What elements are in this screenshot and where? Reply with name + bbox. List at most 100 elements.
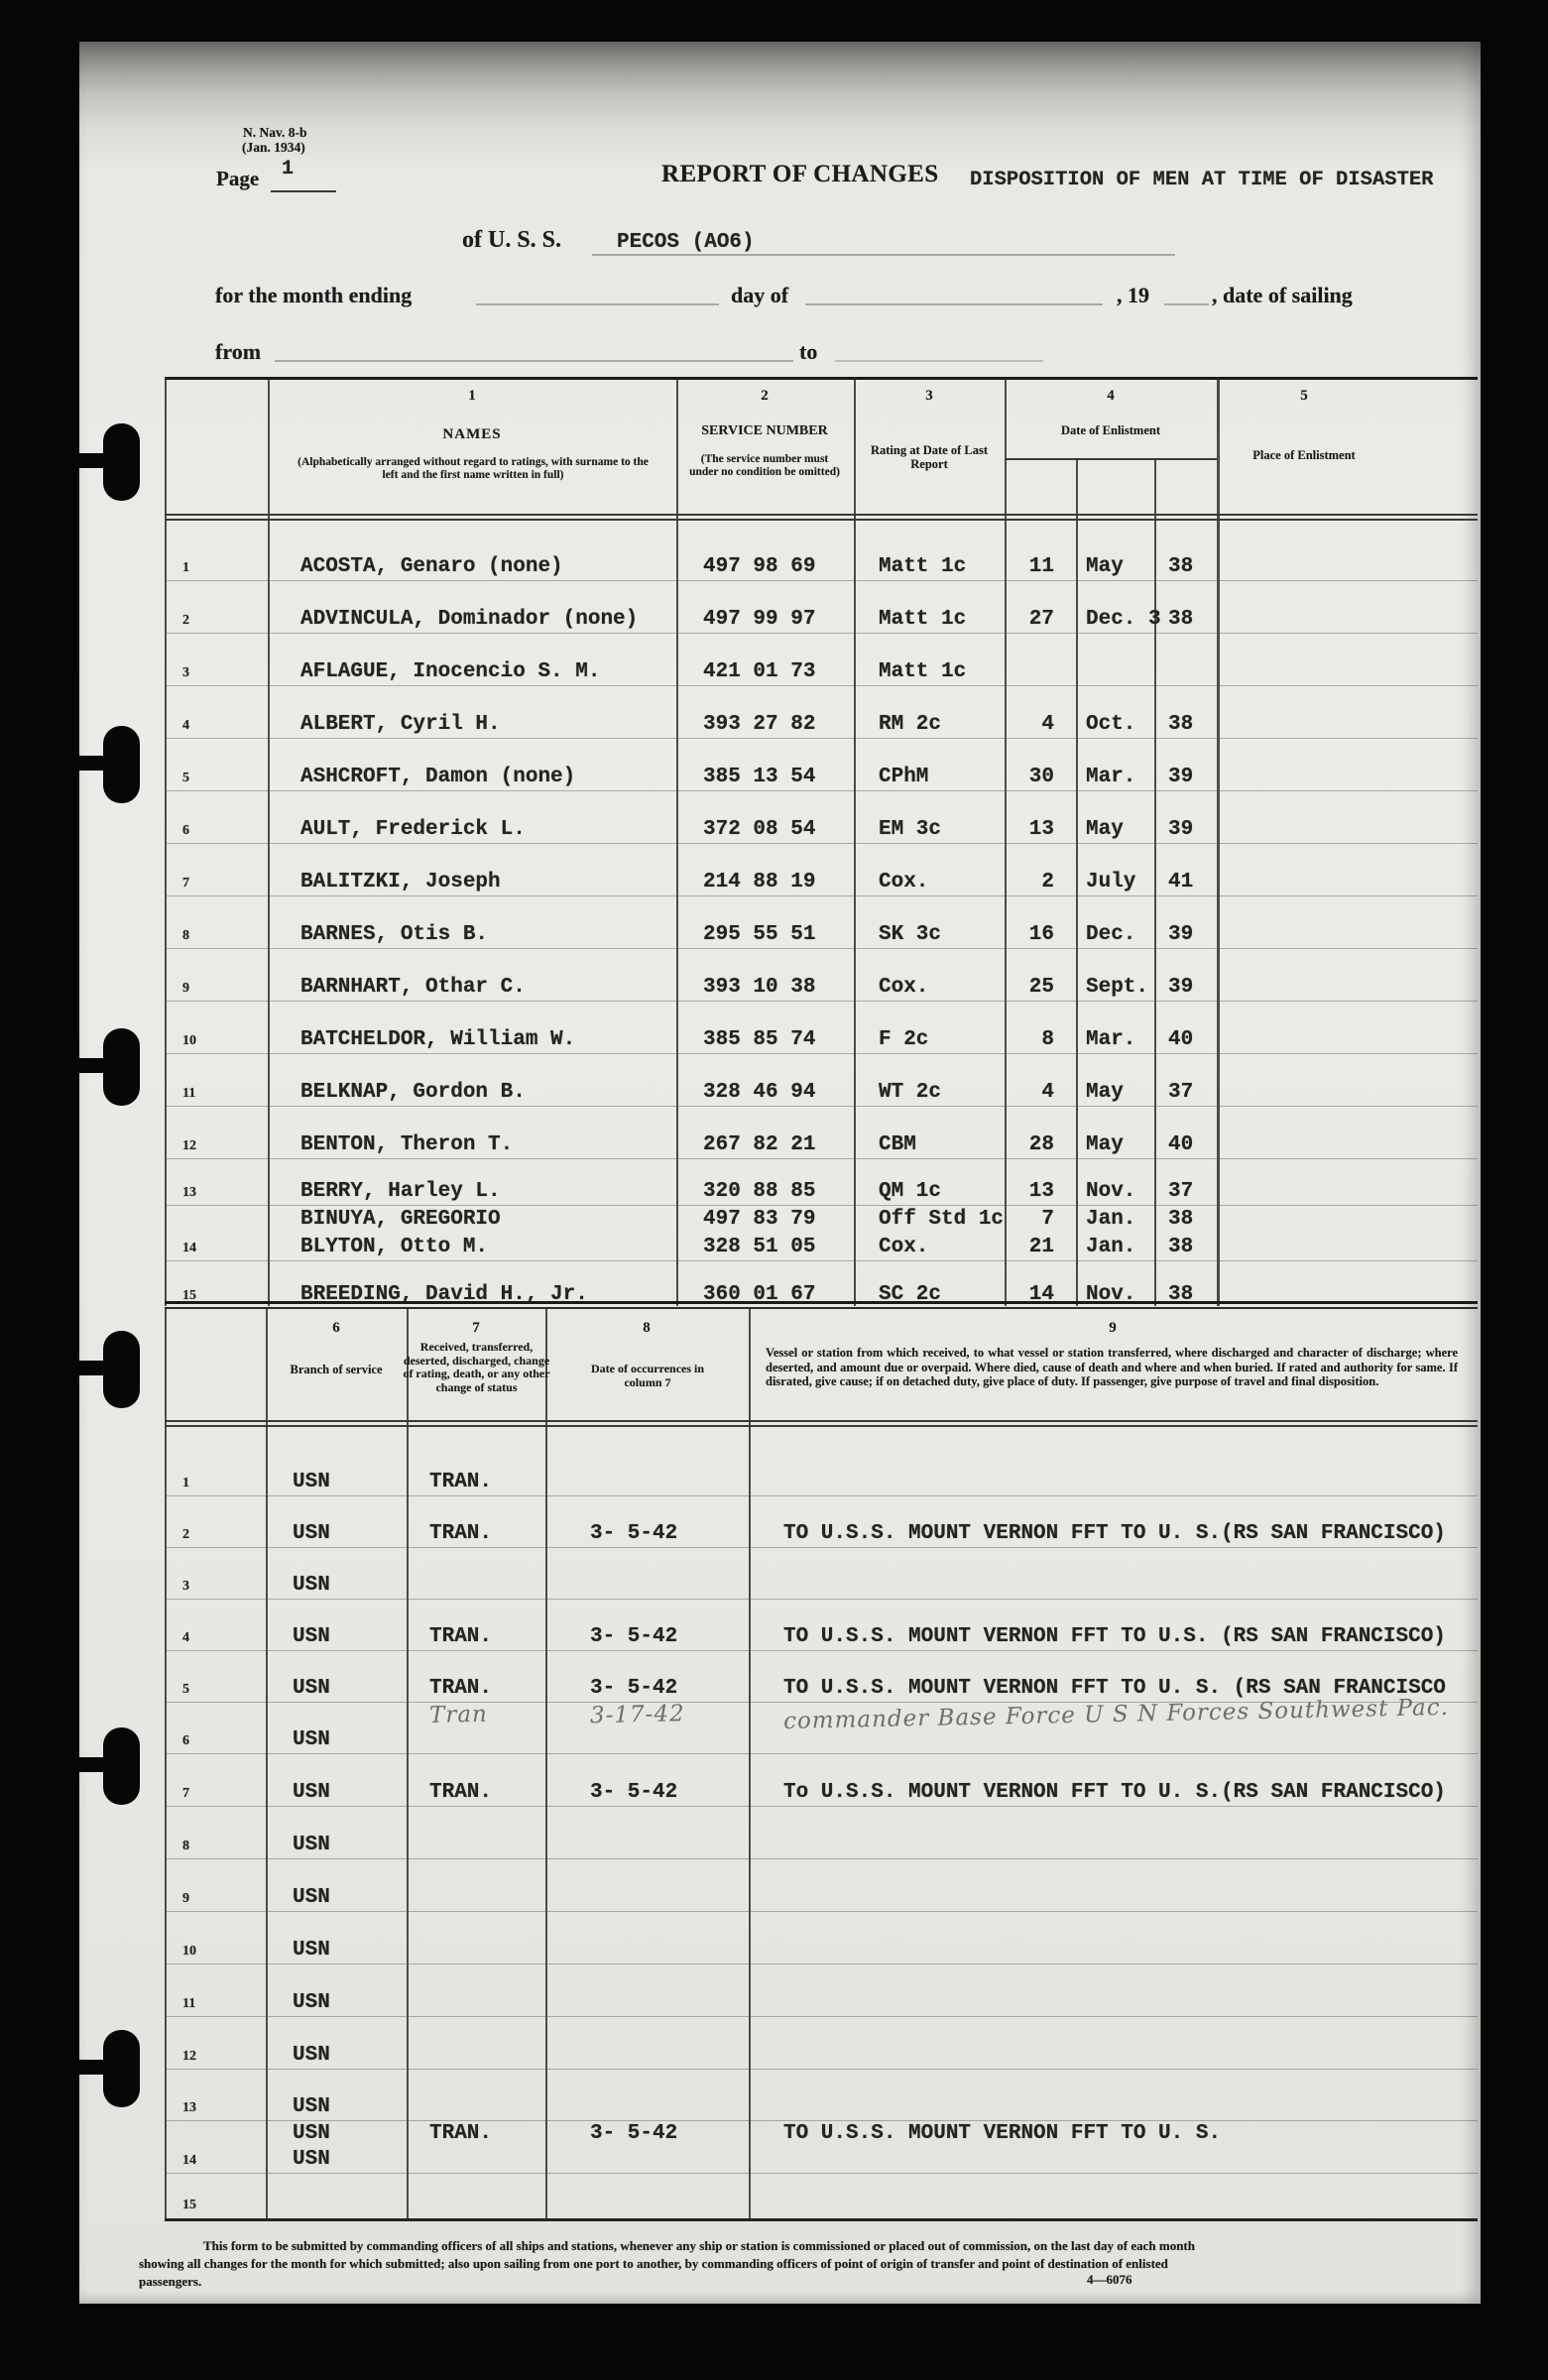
- name-cell: AFLAGUE, Inocencio S. M.: [300, 660, 601, 683]
- service-cell: 385 13 54: [703, 766, 816, 788]
- service-cell: 267 82 21: [703, 1133, 816, 1156]
- table2-line-date: [749, 1309, 751, 2220]
- change-cell: [407, 1598, 545, 1599]
- table1-line-service: [854, 377, 856, 1306]
- date-cell: 3- 5-42: [590, 2122, 678, 2145]
- change-cell: TRAN.: [429, 1522, 493, 1545]
- vessel-cell: [749, 1752, 1478, 1753]
- rating-cell: CBM: [879, 1133, 916, 1156]
- month-cell: May: [1086, 555, 1124, 578]
- name-cell: BERRY, Harley L.: [300, 1180, 501, 1203]
- muster-row: 2 ADVINCULA, Dominador (none) 497 99 97 Mat…: [165, 603, 1478, 634]
- year-blank: [1164, 303, 1209, 305]
- year-cell: [1154, 684, 1217, 685]
- muster-row: 10 BATCHELDOR, William W. 385 85 74 F 2c 8 Ma…: [165, 1023, 1478, 1054]
- name-cell: BREEDING, David H., Jr.: [300, 1283, 588, 1306]
- footer-note-line3: passengers.: [139, 2274, 202, 2289]
- year-cell: 38: [1168, 555, 1194, 578]
- binder-clip: [75, 1028, 140, 1106]
- date-cell: [545, 1752, 749, 1753]
- row-number: 11: [182, 1086, 196, 1101]
- name-cell: BALITZKI, Joseph: [300, 871, 501, 893]
- date-cell: 3- 5-42: [590, 1625, 678, 1648]
- rating-cell: QM 1c: [879, 1180, 942, 1203]
- table2-left-border: [165, 1309, 167, 2220]
- service-cell: 497 83 79: [703, 1208, 816, 1231]
- service-cell: 320 88 85: [703, 1180, 816, 1203]
- year-cell: 40: [1168, 1028, 1194, 1051]
- muster-row: 11 BELKNAP, Gordon B. 328 46 94 WT 2c 4 May 37: [165, 1076, 1478, 1107]
- changes-row: 14 USN: [165, 2143, 1478, 2174]
- service-cell: 214 88 19: [703, 871, 816, 893]
- place-cell: [1217, 1105, 1478, 1106]
- paper-sheet: [79, 42, 1481, 2304]
- enlist-subline-1: [1076, 460, 1078, 1306]
- branch-cell: USN: [293, 1834, 330, 1856]
- rating-cell: SK 3c: [879, 923, 942, 946]
- year-cell: 38: [1168, 1283, 1194, 1306]
- row-number: 1: [182, 560, 189, 575]
- muster-row: 14 BLYTON, Otto M. 328 51 05 Cox. 21 Jan. 38: [165, 1231, 1478, 1261]
- table2-top-border: [165, 1307, 1478, 1309]
- name-cell: BLYTON, Otto M.: [300, 1236, 489, 1258]
- branch-cell: USN: [293, 1991, 330, 2014]
- changes-row: 15: [165, 2192, 1478, 2217]
- day-cell: 28: [1028, 1133, 1054, 1156]
- month-cell: [1076, 684, 1154, 685]
- name-cell: ADVINCULA, Dominador (none): [300, 608, 639, 631]
- page-underline: [271, 190, 336, 192]
- place-cell: [1217, 1000, 1478, 1001]
- changes-row-inserted: USN TRAN. 3- 5-42 TO U.S.S. MOUNT VERNON FF…: [165, 2117, 1478, 2147]
- date-cell: [545, 2015, 749, 2016]
- month-cell: Dec. 3: [1086, 608, 1161, 631]
- form-date: (Jan. 1934): [242, 140, 305, 155]
- row-number: 8: [182, 928, 189, 943]
- muster-row: 1 ACOSTA, Genaro (none) 497 98 69 Matt 1c 11…: [165, 550, 1478, 581]
- rating-cell: F 2c: [879, 1028, 929, 1051]
- row-number: 14: [182, 2153, 196, 2168]
- row-number: 12: [182, 2049, 196, 2064]
- month-cell: Nov.: [1086, 1283, 1136, 1306]
- month-cell: Dec.: [1086, 923, 1136, 946]
- change-cell: [407, 2068, 545, 2069]
- row-number: 3: [182, 665, 189, 680]
- rating-cell: RM 2c: [879, 713, 942, 736]
- table2-line-branch: [407, 1309, 409, 2220]
- change-cell: TRAN.: [429, 1471, 493, 1493]
- row-number: 9: [182, 981, 189, 996]
- date-cell: [545, 1857, 749, 1858]
- service-cell: 360 01 67: [703, 1283, 816, 1306]
- service-cell: 497 98 69: [703, 555, 816, 578]
- ship-name: PECOS (AO6): [617, 231, 755, 254]
- year-cell: 38: [1168, 608, 1194, 631]
- row-number: 10: [182, 1033, 196, 1048]
- vessel-cell: [749, 1910, 1478, 1911]
- table1-header-rule-a: [165, 514, 1478, 516]
- changes-row: 2 USN TRAN. 3- 5-42 TO U.S.S. MOUNT VERNON F…: [165, 1517, 1478, 1548]
- row-number: 1: [182, 1476, 189, 1490]
- changes-row: 9 USN: [165, 1881, 1478, 1912]
- row-number: 2: [182, 1527, 189, 1542]
- day-cell: 13: [1028, 818, 1054, 841]
- page-title: REPORT OF CHANGES: [661, 161, 939, 187]
- page-number: 1: [282, 158, 295, 180]
- day-cell: 4: [1041, 1081, 1054, 1104]
- uss-label: of U. S. S.: [462, 227, 562, 253]
- branch-cell: USN: [293, 2044, 330, 2067]
- table1-line-rating: [1005, 377, 1007, 1306]
- service-cell: 393 27 82: [703, 713, 816, 736]
- changes-row: 8 USN: [165, 1829, 1478, 1859]
- day-cell: 30: [1028, 766, 1054, 788]
- binder-clip: [75, 2030, 140, 2107]
- date-cell: 3- 5-42: [590, 1677, 678, 1700]
- row-number: 7: [182, 876, 189, 891]
- muster-row: 5 ASHCROFT, Damon (none) 385 13 54 CPhM 30 Ma…: [165, 761, 1478, 791]
- place-cell: [1217, 789, 1478, 790]
- place-cell: [1217, 894, 1478, 895]
- change-cell: TRAN.: [429, 2122, 493, 2145]
- row-number: 14: [182, 1241, 196, 1255]
- month-cell: May: [1086, 1081, 1124, 1104]
- change-cell: [407, 1857, 545, 1858]
- changes-row: 7 USN TRAN. 3- 5-42 To U.S.S. MOUNT VERNON F…: [165, 1776, 1478, 1807]
- vessel-cell: [749, 1494, 1478, 1495]
